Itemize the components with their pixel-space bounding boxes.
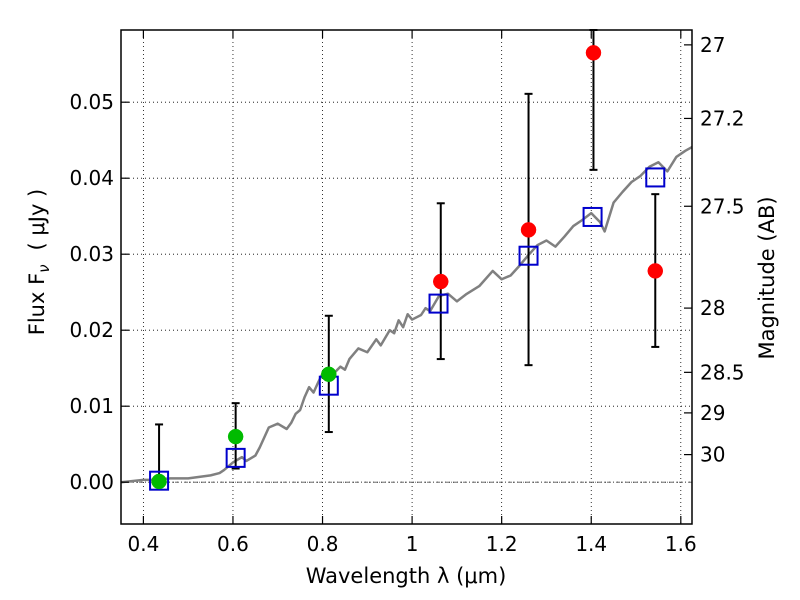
axis-ticks (121, 30, 692, 524)
observed-point (647, 263, 664, 279)
y2-tick-label: 27.5 (700, 194, 745, 218)
y-tick-label: 0.00 (69, 470, 114, 494)
model-photometry-points (149, 167, 666, 491)
model-sed-line (120, 145, 693, 484)
y-tick-label: 0.04 (69, 166, 114, 190)
y-tick-label: 0.03 (69, 242, 114, 266)
y2-tick-label: 29 (700, 401, 725, 425)
observed-point (151, 473, 167, 490)
x-tick-labels: 0.4 0.6 0.8 1 1.2 1.4 1.6 (127, 532, 696, 556)
model-point (645, 167, 666, 188)
model-point (428, 293, 449, 314)
model-point (518, 245, 539, 266)
model-point (582, 206, 603, 227)
y2-tick-label: 28 (700, 296, 725, 320)
y-tick-label: 0.01 (69, 394, 114, 418)
observed-point (321, 366, 337, 383)
model-point (149, 470, 170, 491)
plot-frame (120, 29, 693, 525)
observed-point (433, 273, 449, 290)
y-tick-label: 0.02 (69, 318, 114, 342)
y2-tick-label: 27.2 (700, 106, 745, 130)
x-tick-label: 1.4 (575, 532, 607, 556)
error-bars (155, 29, 660, 484)
y2-axis-label: Magnitude (AB) (755, 196, 779, 359)
x-tick-label: 1 (406, 532, 419, 556)
y2-tick-labels: 27 27.2 27.5 28 28.5 29 30 (700, 33, 745, 467)
grid-lines (121, 30, 692, 524)
observed-photometry-points (151, 45, 664, 490)
observed-point (520, 222, 537, 238)
x-tick-label: 0.8 (307, 532, 339, 556)
y-axis-label-main: Flux F (25, 273, 49, 335)
y-tick-labels: 0.00 0.01 0.02 0.03 0.04 0.05 (69, 90, 114, 494)
y2-tick-label: 30 (700, 443, 725, 467)
y-tick-label: 0.05 (69, 90, 114, 114)
y2-tick-label: 28.5 (700, 360, 745, 384)
observed-point (227, 428, 244, 445)
model-point (225, 447, 246, 468)
y-axis-label-sub: ν (35, 264, 53, 272)
x-tick-label: 0.4 (127, 532, 159, 556)
x-tick-label: 1.6 (665, 532, 697, 556)
observed-point (585, 45, 602, 61)
y-axis-label: Flux Fν ( μJy ) (25, 189, 53, 336)
y2-tick-label: 27 (700, 33, 725, 57)
x-tick-label: 1.2 (486, 532, 518, 556)
y-axis-label-unit: ( μJy ) (25, 189, 49, 251)
x-tick-label: 0.6 (217, 532, 249, 556)
x-axis-label: Wavelength λ (μm) (306, 564, 507, 588)
